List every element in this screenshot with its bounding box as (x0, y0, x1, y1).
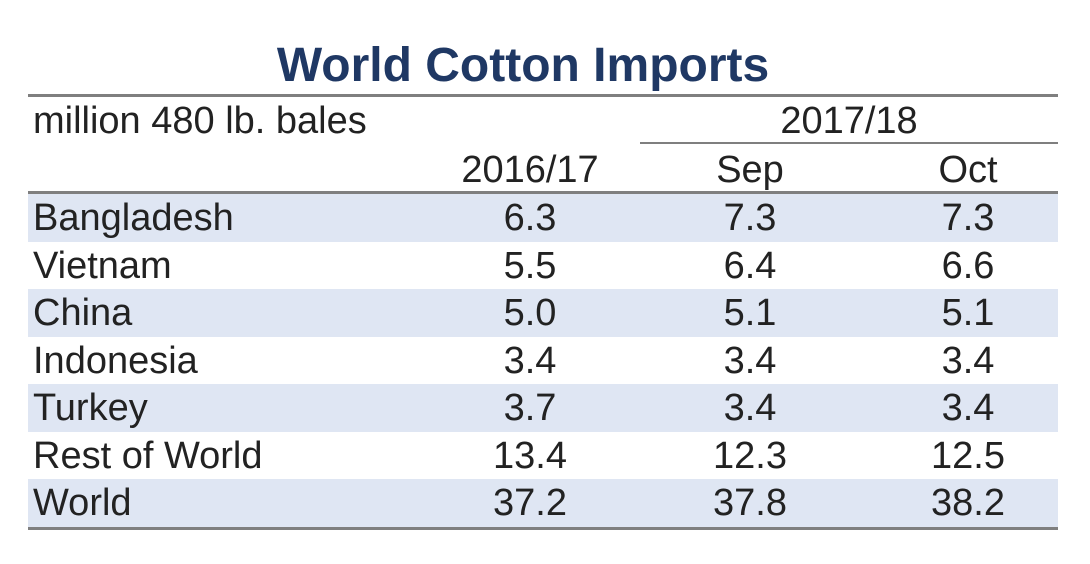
table-cell: 3.4 (941, 339, 995, 382)
table-cell: 3.4 (723, 387, 777, 429)
table-cell: 12.5 (931, 434, 1005, 477)
table-row (28, 289, 1058, 337)
header-rule (28, 191, 1058, 194)
row-label: Indonesia (33, 339, 198, 382)
table-cell: 7.3 (941, 197, 995, 239)
col-header-oct: Oct (938, 149, 998, 191)
table-cell: 5.0 (503, 292, 557, 334)
table-cell: 3.7 (503, 387, 557, 429)
group-header: 2017/18 (780, 100, 918, 142)
row-label: Rest of World (33, 434, 263, 477)
table-cell: 3.4 (723, 339, 777, 382)
table-cell: 13.4 (493, 434, 567, 477)
table-title: World Cotton Imports (276, 39, 770, 92)
table-cell: 6.3 (503, 197, 557, 239)
table-cell: 6.6 (941, 244, 995, 287)
unit-label: million 480 lb. bales (33, 100, 367, 142)
table-cell: 5.1 (941, 292, 995, 334)
row-label: China (33, 292, 133, 334)
table-cell: 7.3 (723, 197, 777, 239)
table-row (28, 194, 1058, 242)
table-cell: 5.1 (723, 292, 777, 334)
table-cell: 37.8 (713, 482, 787, 524)
col-header-sep: Sep (716, 149, 784, 191)
bottom-rule (28, 527, 1058, 530)
top-rule (28, 94, 1058, 97)
row-label: Vietnam (33, 244, 172, 287)
group-rule (640, 142, 1058, 144)
table-cell: 38.2 (931, 482, 1005, 524)
table-row (28, 384, 1058, 432)
table-cell: 3.4 (503, 339, 557, 382)
table-cell: 3.4 (941, 387, 995, 429)
table-cell: 12.3 (713, 434, 787, 477)
row-label: World (33, 482, 132, 524)
col-header-2016-17: 2016/17 (461, 149, 599, 191)
table-cell: 37.2 (493, 482, 567, 524)
row-label: Turkey (33, 387, 148, 429)
table-row (28, 479, 1058, 527)
row-label: Bangladesh (33, 197, 234, 239)
table-cell: 6.4 (723, 244, 777, 287)
table-cell: 5.5 (503, 244, 557, 287)
